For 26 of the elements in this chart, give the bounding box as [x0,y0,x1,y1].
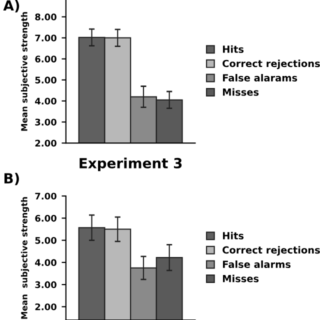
y-tick-label: 6.00 [35,56,56,62]
legend-label: False alarams [222,74,298,82]
y-tick-label: 3.00 [35,118,56,126]
legend-label: Misses [222,274,259,282]
chart-title: Experiment 3 [80,158,182,172]
text: A) [3,0,20,12]
y-tick-label: 3.00 [35,281,56,288]
y-axis-title: Mean subjective strength [20,197,30,319]
y-tick-label: 4.00 [35,259,56,266]
y-tick-label: 7.00 [35,192,56,200]
legend-label: Misses [222,88,259,96]
legend-label: Correct rejections [222,60,320,70]
legend-label: Hits [222,232,244,240]
y-tick-label: 2.00 [35,303,56,310]
y-tick-label: 8.00 [35,14,56,20]
y-tick-label: 7.00 [35,34,56,42]
y-tick-label: 5.00 [35,76,56,84]
legend-label: Correct rejections [222,246,320,256]
y-tick-label: 2.00 [35,140,56,147]
text: B) [4,172,19,186]
y-tick-label: 5.00 [35,237,56,244]
y-tick-label: 6.00 [35,214,56,222]
y-tick-label: 4.00 [35,98,56,105]
legend-label: Hits [222,45,244,53]
y-axis-title: Mean subjective strength [20,12,30,131]
legend-label: False alarms [222,260,291,268]
